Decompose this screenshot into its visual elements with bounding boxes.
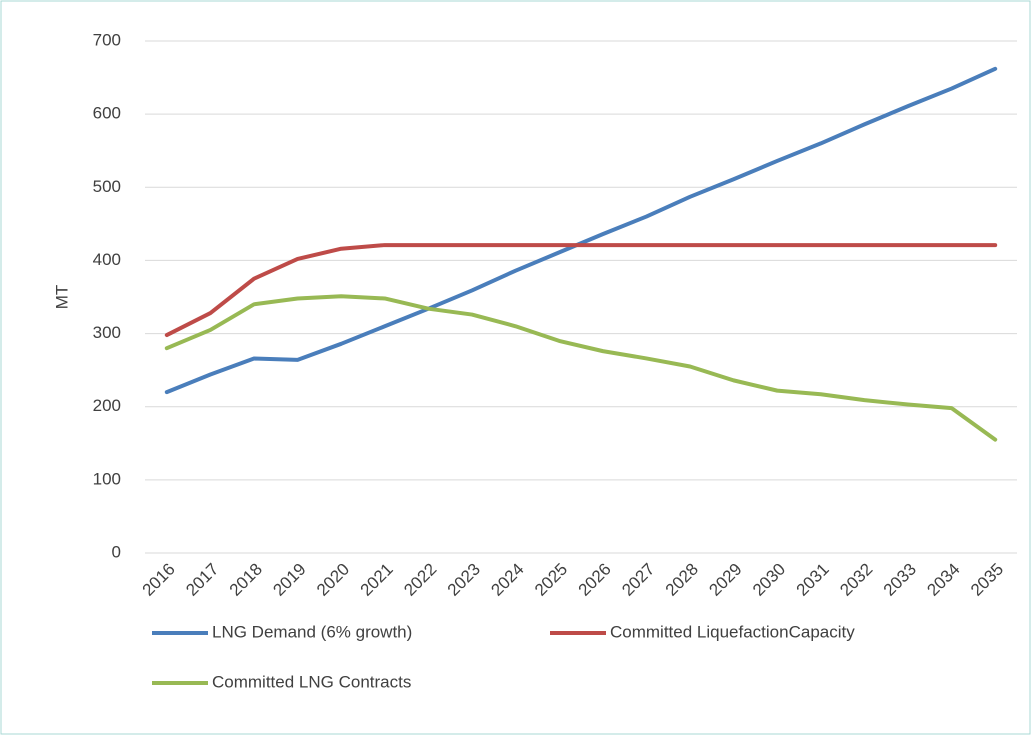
y-tick-label: 400 (93, 250, 121, 269)
y-tick-label: 200 (93, 396, 121, 415)
legend-label: Committed LiquefactionCapacity (610, 622, 855, 641)
y-tick-label: 300 (93, 323, 121, 342)
y-tick-label: 500 (93, 177, 121, 196)
y-axis-label: MT (52, 285, 71, 310)
legend-label: LNG Demand (6% growth) (212, 622, 412, 641)
y-tick-label: 100 (93, 469, 121, 488)
legend-label: Committed LNG Contracts (212, 672, 411, 691)
series-line (164, 243, 998, 338)
y-tick-label: 600 (93, 104, 121, 123)
y-tick-label: 0 (112, 542, 121, 561)
y-tick-label: 700 (93, 30, 121, 49)
series-line (164, 294, 998, 442)
